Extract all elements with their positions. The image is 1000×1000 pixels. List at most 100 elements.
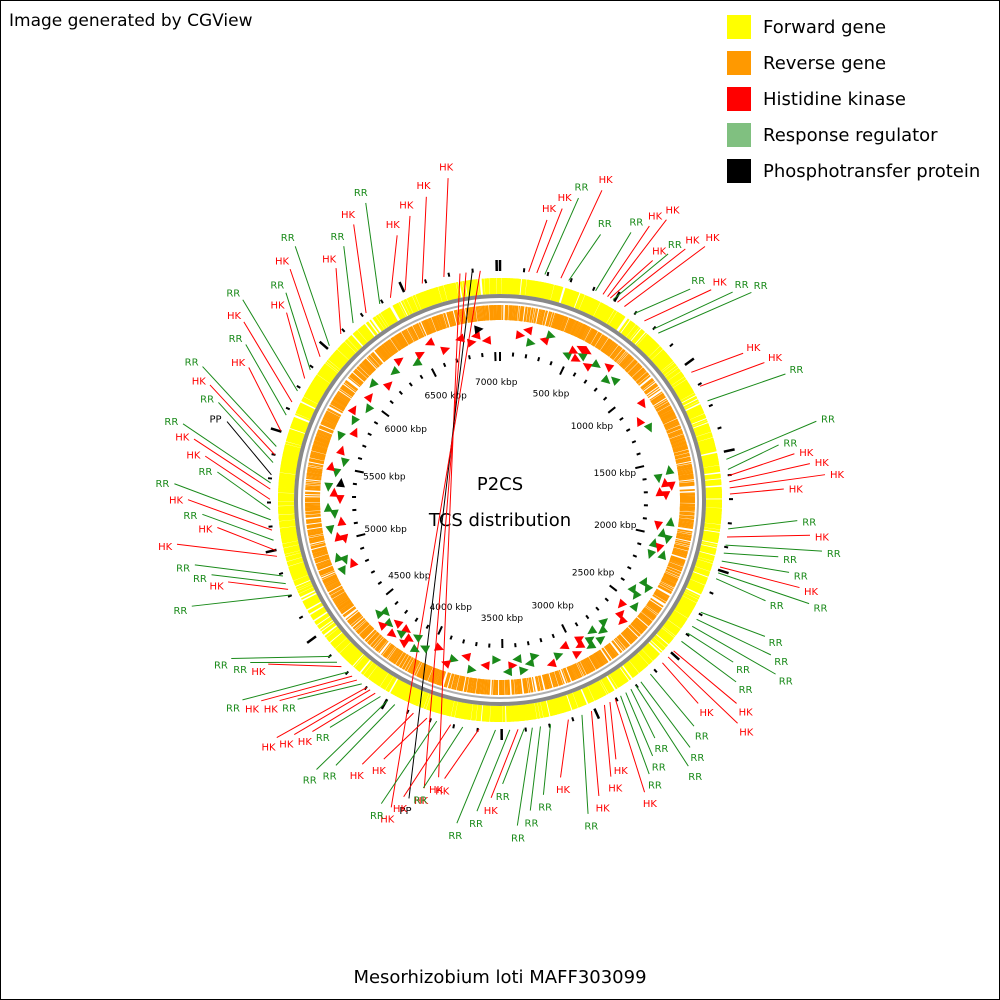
feature-connector: [620, 695, 650, 775]
forward-gene-mark: [671, 376, 686, 387]
feature-glyph-hk: [661, 477, 671, 488]
forward-gene-mark: [638, 651, 651, 665]
minor-tick: [404, 609, 409, 614]
feature-connector: [421, 196, 427, 284]
feature-label-rr: RR: [598, 219, 612, 230]
reverse-gene-mark: [579, 325, 588, 340]
reverse-gene-mark: [547, 673, 553, 689]
reverse-gene-mark: [635, 617, 648, 629]
reverse-gene-mark: [441, 313, 448, 329]
reverse-gene-mark: [607, 343, 617, 356]
forward-gene-mark: [682, 396, 698, 406]
feature-connector: [717, 572, 810, 605]
feature-glyph-hk: [559, 640, 570, 650]
reverse-gene-mark: [306, 474, 322, 479]
forward-gene-mark: [705, 486, 722, 490]
forward-gene-mark: [278, 490, 295, 493]
reverse-gene-mark: [353, 370, 366, 382]
feature-label-hk: HK: [608, 784, 623, 795]
feature-label-hk: HK: [393, 804, 408, 815]
forward-gene-mark: [390, 679, 400, 694]
forward-gene-mark: [592, 683, 602, 699]
feature-label-rr: RR: [690, 753, 704, 764]
forward-gene-mark: [278, 508, 295, 511]
forward-gene-mark: [278, 515, 295, 518]
reverse-gene-mark: [355, 620, 368, 632]
reverse-gene-mark: [390, 649, 401, 663]
reverse-gene-mark: [570, 665, 578, 680]
reverse-gene-mark: [538, 309, 543, 325]
reverse-gene-mark: [645, 605, 658, 616]
forward-gene-mark: [410, 688, 419, 704]
forward-gene-mark: [284, 550, 301, 557]
forward-gene-mark: [279, 468, 297, 473]
reverse-gene-mark: [562, 668, 569, 683]
reverse-gene-mark: [476, 306, 480, 322]
reverse-gene-mark: [545, 311, 551, 327]
reverse-gene-mark: [427, 318, 434, 334]
reverse-gene-mark: [668, 431, 683, 438]
forward-gene-mark: [705, 513, 722, 517]
reverse-gene-mark: [423, 665, 431, 680]
feature-glyph-rr: [448, 654, 459, 663]
forward-gene-mark: [695, 564, 711, 572]
forward-gene-mark: [444, 699, 451, 716]
forward-gene-mark: [650, 347, 663, 361]
tick-label: 7000 kbp: [475, 378, 518, 388]
feature-glyph-pp: [474, 325, 484, 335]
outer-tick: [697, 382, 703, 386]
reverse-gene-mark: [669, 559, 684, 566]
minor-tick: [394, 600, 399, 606]
forward-gene-mark: [317, 616, 332, 628]
reverse-gene-mark: [349, 613, 362, 625]
feature-connector: [617, 248, 686, 303]
reverse-gene-mark: [358, 364, 371, 377]
forward-gene-mark: [343, 646, 357, 659]
feature-glyph-rr: [380, 606, 390, 617]
forward-gene-mark: [317, 372, 332, 383]
reverse-gene-mark: [679, 508, 695, 511]
feature-connector: [294, 689, 371, 735]
forward-gene-mark: [544, 283, 550, 300]
feature-label-pp: PP: [399, 806, 411, 817]
reverse-gene-mark: [638, 375, 651, 386]
legend-swatch-rr: [727, 123, 751, 147]
tick-label: 1500 kbp: [594, 469, 637, 479]
feature-label-hk: HK: [414, 796, 429, 807]
reverse-gene-mark: [443, 672, 450, 688]
feature-label-rr: RR: [185, 358, 199, 369]
forward-gene-mark: [302, 397, 318, 407]
reverse-gene-mark: [324, 413, 339, 422]
feature-glyph-rr: [420, 645, 431, 654]
reverse-gene-mark: [593, 333, 603, 347]
reverse-gene-mark: [403, 329, 413, 344]
forward-gene-mark: [366, 321, 378, 336]
forward-gene-mark: [339, 642, 353, 655]
reverse-gene-mark: [649, 391, 663, 401]
forward-gene-mark: [595, 681, 605, 697]
forward-gene-mark: [314, 612, 329, 623]
forward-gene-mark: [554, 698, 560, 715]
reverse-gene-mark: [447, 673, 453, 689]
forward-gene-mark: [419, 691, 427, 708]
reverse-gene-mark: [305, 505, 321, 508]
major-tick: [385, 588, 394, 596]
forward-gene-mark: [599, 305, 609, 321]
minor-tick: [595, 606, 600, 611]
reverse-gene-mark: [637, 615, 650, 627]
forward-gene-mark: [667, 618, 682, 629]
feature-connector: [218, 402, 274, 463]
forward-gene-mark: [693, 423, 709, 431]
reverse-gene-mark: [331, 400, 346, 409]
forward-gene-mark: [647, 344, 660, 358]
forward-gene-mark: [696, 432, 713, 439]
forward-gene-mark: [446, 699, 452, 716]
reverse-gene-mark: [377, 639, 388, 653]
reverse-gene-mark: [414, 661, 422, 676]
forward-gene-mark: [659, 359, 674, 372]
forward-gene-mark: [704, 476, 721, 480]
reverse-gene-mark: [655, 402, 670, 412]
outer-tick: [309, 364, 314, 369]
forward-gene-mark: [278, 477, 296, 481]
feature-connector: [404, 215, 411, 291]
